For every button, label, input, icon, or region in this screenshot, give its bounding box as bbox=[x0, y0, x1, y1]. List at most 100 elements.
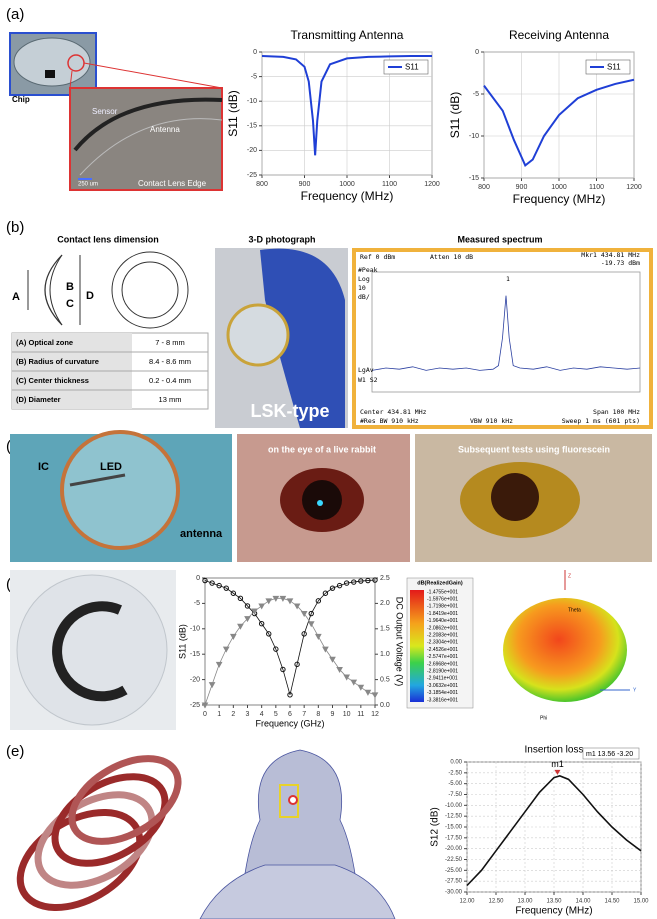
y-tick-label: -5 bbox=[251, 73, 257, 80]
annotation: Span 100 MHz bbox=[593, 408, 640, 416]
x-tick-label: 6 bbox=[288, 711, 292, 718]
axis-label: Y bbox=[633, 687, 637, 693]
table-cell: 13 mm bbox=[159, 395, 182, 404]
annotation: dB/ bbox=[358, 293, 370, 301]
coil-art bbox=[4, 742, 193, 919]
colorbar-label: -2.5747e+001 bbox=[427, 654, 458, 660]
callout: Sensor bbox=[92, 107, 118, 116]
annotation: Center 434.81 MHz bbox=[360, 408, 427, 416]
point bbox=[203, 703, 208, 708]
annotation: LgAv bbox=[358, 366, 374, 374]
y-tick-label: -5.00 bbox=[448, 781, 462, 787]
chart: 01234567891011120-5-10-15-20-250.00.51.0… bbox=[177, 575, 404, 729]
caption: Subsequent tests using fluorescein bbox=[458, 444, 610, 454]
panel-label: (e) bbox=[6, 743, 24, 760]
y-tick-label: 0.00 bbox=[450, 760, 462, 766]
annotation: 10 bbox=[358, 284, 366, 292]
x-tick-label: 1100 bbox=[382, 181, 397, 188]
y-tick-label: -20 bbox=[247, 147, 257, 154]
x-tick-label: 1000 bbox=[339, 181, 355, 188]
colorbar-label: -1.7198e+001 bbox=[427, 604, 458, 610]
colorbar-label: -2.9411e+001 bbox=[427, 676, 458, 682]
colorbar-title: dB(RealizedGain) bbox=[417, 580, 463, 586]
axis-label: Phi bbox=[540, 715, 547, 721]
table-cell: 8.4 - 8.6 mm bbox=[149, 357, 191, 366]
y2-tick-label: 0.0 bbox=[380, 702, 390, 709]
y-tick-label: -5 bbox=[194, 600, 200, 607]
y-tick-label: -10 bbox=[247, 98, 257, 105]
table-cell: (A) Optical zone bbox=[16, 338, 73, 347]
lens-profile bbox=[45, 255, 62, 325]
plot-area bbox=[372, 272, 640, 392]
annotation: W1 S2 bbox=[358, 376, 378, 384]
y-tick-label: 0 bbox=[475, 49, 479, 56]
y2-tick-label: 2.5 bbox=[380, 575, 390, 582]
table-cell: 0.2 - 0.4 mm bbox=[149, 376, 191, 385]
x-axis-label: Frequency (MHz) bbox=[513, 192, 606, 206]
y-tick-label: -27.50 bbox=[445, 879, 463, 885]
y-tick-label: -2.50 bbox=[448, 770, 462, 776]
dim-letter: D bbox=[86, 290, 94, 302]
lens-outline bbox=[122, 262, 178, 318]
y-tick-label: 0 bbox=[196, 575, 200, 582]
annotation: 1 bbox=[506, 275, 510, 283]
colorbar bbox=[410, 590, 424, 702]
panel-label: (a) bbox=[6, 6, 24, 23]
photo-label: LSK-type bbox=[250, 401, 329, 421]
annotation: Ref 0 dBm bbox=[360, 253, 395, 261]
lens-outline bbox=[112, 252, 188, 328]
y-tick-label: -20.00 bbox=[445, 846, 463, 852]
annotation: #Peak bbox=[358, 266, 378, 274]
colorbar-label: -2.6968e+001 bbox=[427, 661, 458, 667]
x-tick-label: 12.00 bbox=[459, 899, 475, 905]
callout: Contact Lens Edge bbox=[138, 179, 207, 188]
y-tick-label: -15 bbox=[247, 123, 257, 130]
marker-label: m1 13.56 -3.20 bbox=[586, 751, 633, 758]
section-title: Contact lens dimension bbox=[57, 234, 159, 244]
callout: 250 um bbox=[78, 182, 98, 188]
table-cell: 7 - 8 mm bbox=[155, 338, 185, 347]
x-tick-label: 1000 bbox=[551, 184, 567, 191]
y-axis-label: S12 (dB) bbox=[430, 807, 441, 846]
callout: IC bbox=[38, 461, 49, 473]
lens-profile bbox=[50, 255, 62, 325]
annotation: Log bbox=[358, 275, 370, 283]
y-tick-label: -25 bbox=[190, 702, 200, 709]
axis-label: Z bbox=[568, 573, 571, 579]
x-tick-label: 13.50 bbox=[546, 899, 562, 905]
x-tick-label: 1200 bbox=[424, 181, 440, 188]
y-tick-label: -22.50 bbox=[445, 857, 463, 863]
colorbar-label: -1.8419e+001 bbox=[427, 611, 458, 617]
led bbox=[317, 500, 323, 506]
table-cell: (B) Radius of curvature bbox=[16, 357, 99, 366]
y-tick-label: -5 bbox=[473, 91, 479, 98]
x-tick-label: 800 bbox=[478, 184, 490, 191]
pupil bbox=[302, 480, 342, 520]
y-tick-label: -10 bbox=[190, 626, 200, 633]
axis-label: Theta bbox=[568, 607, 581, 613]
x-tick-label: 0 bbox=[203, 711, 207, 718]
x-tick-label: 5 bbox=[274, 711, 278, 718]
colorbar-label: -2.0862e+001 bbox=[427, 625, 458, 631]
y-tick-label: -25 bbox=[247, 172, 257, 179]
head-model bbox=[200, 750, 395, 919]
chart-title: Transmitting Antenna bbox=[291, 28, 404, 42]
x-axis-label: Frequency (GHz) bbox=[255, 718, 324, 728]
chart-title: Receiving Antenna bbox=[509, 28, 609, 42]
colorbar-label: -1.5976e+001 bbox=[427, 597, 458, 603]
dimension-table: (A) Optical zone 7 - 8 mm (B) Radius of … bbox=[12, 333, 208, 409]
dim-letter: B bbox=[66, 281, 74, 293]
colorbar-label: -3.1854e+001 bbox=[427, 690, 458, 696]
annotation: Mkr1 434.81 MHz bbox=[581, 251, 640, 259]
colorbar-label: -3.0632e+001 bbox=[427, 683, 458, 689]
x-tick-label: 800 bbox=[256, 181, 268, 188]
x-tick-label: 12 bbox=[371, 711, 379, 718]
y2-tick-label: 0.5 bbox=[380, 676, 390, 683]
x-axis-label: Frequency (MHz) bbox=[515, 906, 592, 917]
y2-tick-label: 1.0 bbox=[380, 651, 390, 658]
lens bbox=[17, 575, 167, 725]
legend-label: S11 bbox=[405, 63, 419, 72]
colorbar-label: -2.4526e+001 bbox=[427, 647, 458, 653]
annotation: #Res BW 910 kHz bbox=[360, 417, 419, 425]
legend-label: S11 bbox=[607, 63, 621, 72]
